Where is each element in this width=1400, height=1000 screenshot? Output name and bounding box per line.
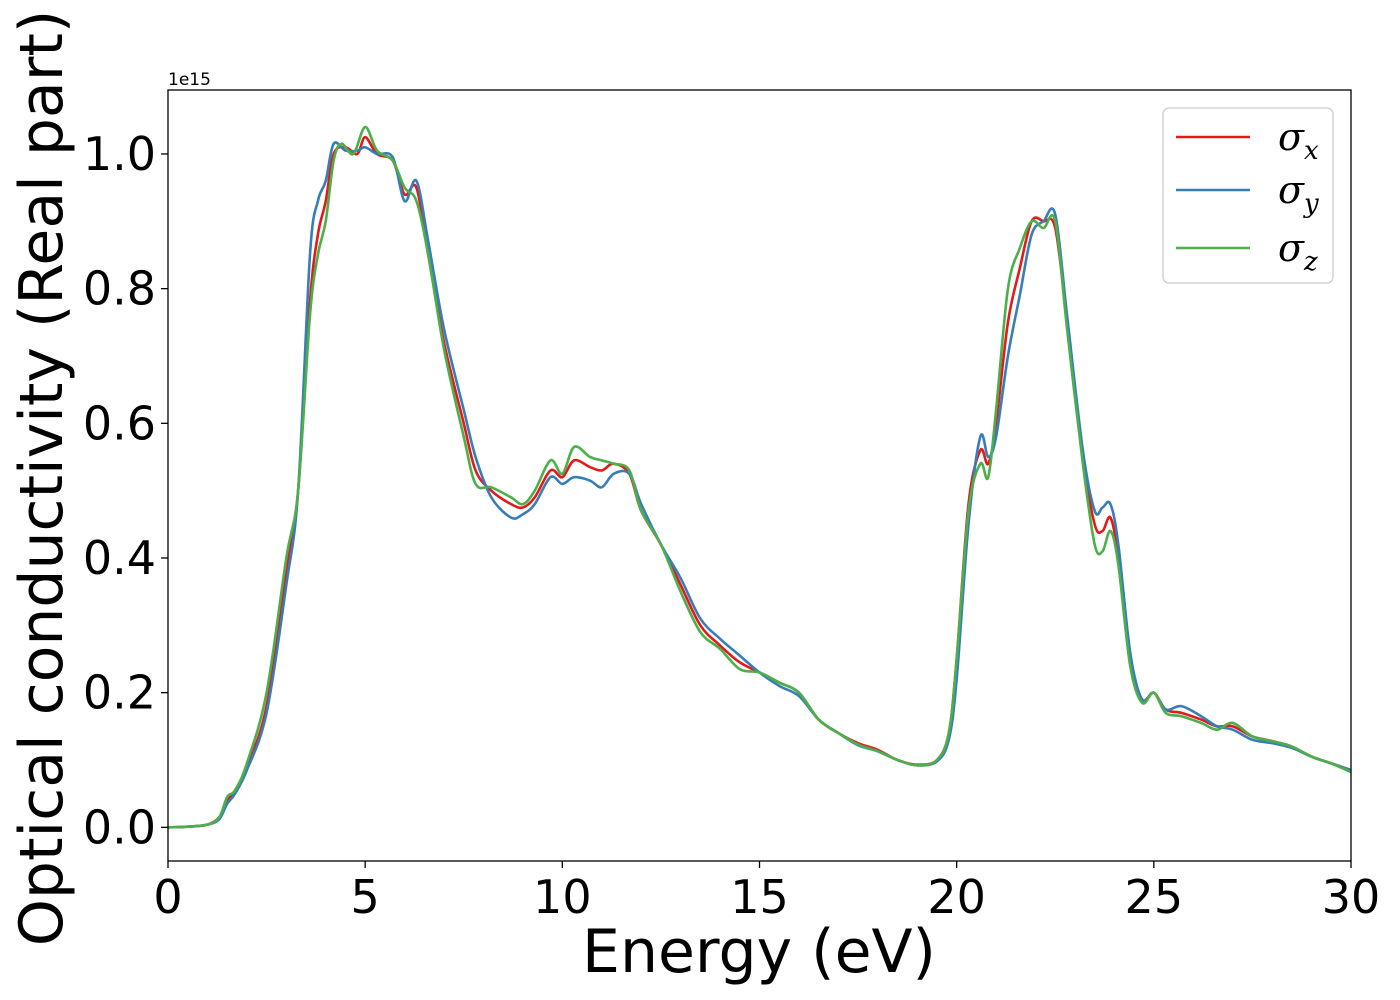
legend-label-z: σz <box>1278 226 1318 277</box>
y-tick-label: 1.0 <box>83 127 156 181</box>
legend-label-y: σy <box>1278 168 1319 219</box>
series-line-y <box>168 141 1351 829</box>
x-tick-label: 25 <box>1125 870 1184 924</box>
x-tick-label: 5 <box>351 870 380 924</box>
x-tick-label: 15 <box>730 870 789 924</box>
x-tick-label: 30 <box>1322 870 1381 924</box>
x-tick-label: 20 <box>927 870 986 924</box>
y-tick-label: 0.2 <box>83 666 156 720</box>
plot-layer <box>168 125 1351 829</box>
ticks-layer: 0 5 10 15 20 25 30 0.0 0.2 0.4 0.6 0.8 1.0 <box>83 127 1380 924</box>
y-offset-label: 1e15 <box>168 70 211 90</box>
y-tick-label: 0.4 <box>83 531 156 585</box>
y-tick-label: 0.0 <box>83 800 156 854</box>
series-line-z <box>168 125 1351 829</box>
x-tick-label: 0 <box>153 870 182 924</box>
x-tick-label: 10 <box>533 870 592 924</box>
y-tick-label: 0.6 <box>83 396 156 450</box>
x-axis-label: Energy (eV) <box>582 917 936 987</box>
legend-label-x: σx <box>1278 115 1319 166</box>
y-axis-label: Optical conductivity (Real part) <box>7 10 77 947</box>
y-tick-label: 0.8 <box>83 262 156 316</box>
legend-box <box>1162 107 1334 284</box>
